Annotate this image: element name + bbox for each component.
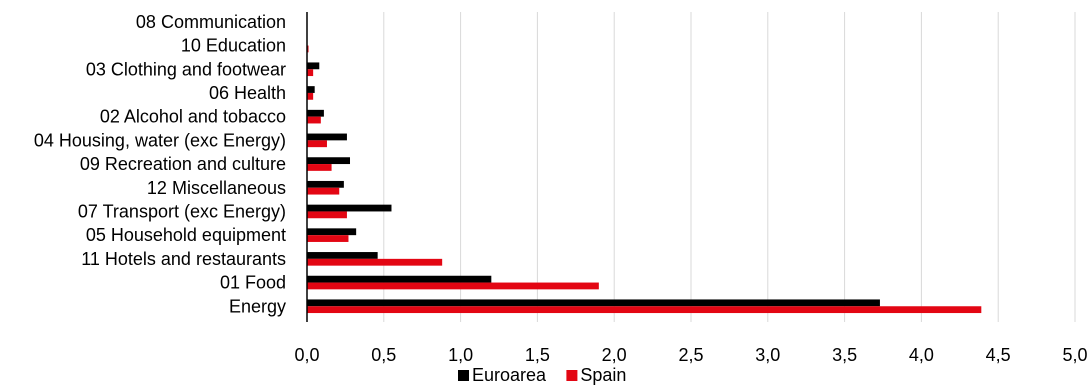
category-label: 04 Housing, water (exc Energy) — [34, 130, 286, 150]
bar-spain — [307, 282, 599, 290]
x-tick-label: 1,5 — [525, 345, 550, 365]
bar-euroarea — [307, 228, 357, 236]
bar-spain — [307, 164, 332, 171]
category-label: 07 Transport (exc Energy) — [78, 201, 286, 221]
category-label: 11 Hotels and restaurants — [81, 249, 286, 269]
bar-euroarea — [307, 109, 324, 117]
category-label: 02 Alcohol and tobacco — [100, 107, 286, 127]
x-tick-labels: 0,0 0,5 1,0 1,5 2,0 2,5 3,0 3,5 4,0 4,5 5,0 — [294, 345, 1087, 365]
category-label: 08 Communication — [136, 12, 286, 32]
x-tick-label: 2,5 — [678, 345, 703, 365]
bar-spain — [307, 211, 347, 219]
category-label: 06 Health — [209, 83, 286, 103]
gridlines — [383, 12, 1076, 322]
category-label: 05 Household equipment — [86, 225, 286, 245]
category-label: 10 Education — [181, 36, 286, 56]
x-tick-label: 3,5 — [832, 345, 857, 365]
x-tick-label: 3,0 — [755, 345, 780, 365]
bar-euroarea — [307, 62, 320, 70]
bar-euroarea — [307, 275, 492, 283]
bar-spain — [307, 116, 321, 124]
bar-spain — [307, 45, 309, 53]
bar-spain — [307, 235, 349, 242]
bar-euroarea — [307, 86, 315, 93]
legend-swatch — [566, 370, 578, 381]
bar-euroarea — [307, 299, 880, 307]
bar-spain — [307, 258, 443, 266]
category-labels: 08 Communication 10 Education 03 Clothing … — [34, 12, 286, 316]
bar-euroarea — [307, 204, 392, 212]
category-label: 09 Recreation and culture — [80, 154, 286, 174]
category-label: Energy — [229, 296, 286, 316]
x-tick-label: 0,0 — [294, 345, 319, 365]
bar-euroarea — [307, 252, 378, 259]
legend-label: Spain — [580, 365, 626, 385]
legend: Euroarea Spain — [458, 365, 626, 385]
category-label: 03 Clothing and footwear — [86, 59, 286, 79]
category-label: 12 Miscellaneous — [147, 178, 286, 198]
legend-label: Euroarea — [472, 365, 547, 385]
bar-spain — [307, 140, 327, 148]
bar-euroarea — [307, 157, 351, 165]
x-tick-label: 4,5 — [986, 345, 1011, 365]
x-tick-label: 1,0 — [448, 345, 473, 365]
legend-swatch — [458, 370, 469, 381]
x-tick-label: 2,0 — [602, 345, 627, 365]
x-tick-label: 0,5 — [371, 345, 396, 365]
category-label: 01 Food — [220, 273, 286, 293]
bar-spain — [307, 306, 982, 314]
bar-euroarea — [307, 133, 347, 141]
x-tick-label: 4,0 — [909, 345, 934, 365]
bar-spain — [307, 69, 314, 77]
bar-spain — [307, 187, 340, 195]
bar-spain — [307, 92, 314, 100]
bar-euroarea — [307, 180, 344, 188]
x-tick-label: 5,0 — [1062, 345, 1087, 365]
bars — [307, 45, 982, 314]
